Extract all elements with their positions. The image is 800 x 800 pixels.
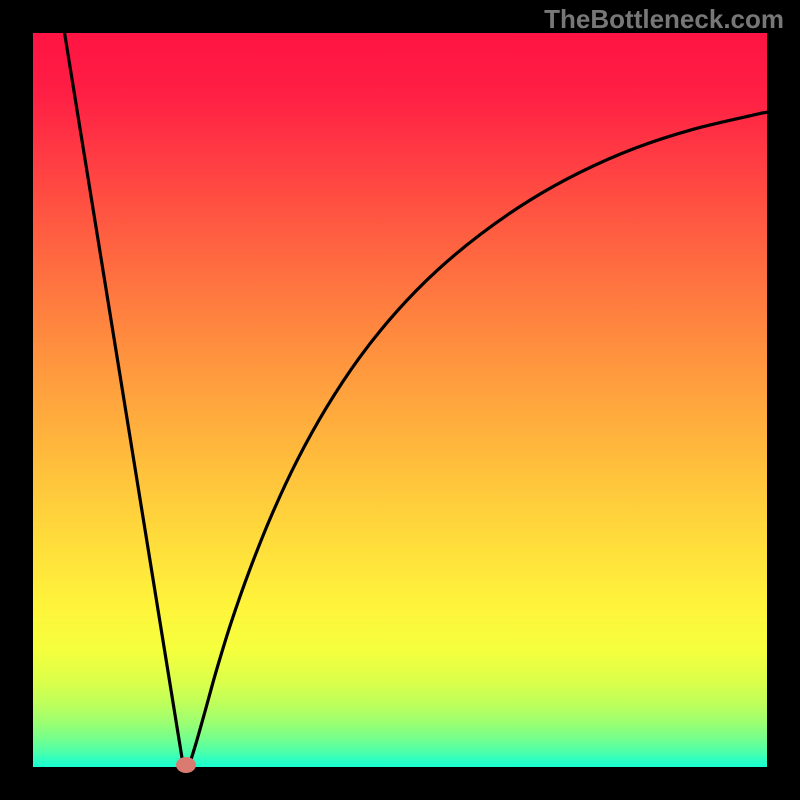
curve-right-branch: [189, 112, 767, 767]
chart-container: TheBottleneck.com: [0, 0, 800, 800]
curve-layer: [33, 33, 767, 767]
minimum-marker: [176, 757, 196, 773]
curve-left-branch: [65, 33, 184, 767]
watermark-text: TheBottleneck.com: [544, 4, 784, 35]
plot-area: [33, 33, 767, 767]
